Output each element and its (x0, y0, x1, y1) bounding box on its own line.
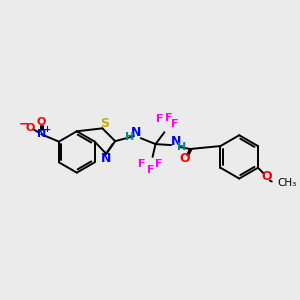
Text: O: O (26, 123, 35, 133)
Text: S: S (100, 117, 109, 130)
Text: N: N (171, 135, 181, 148)
Text: H: H (125, 132, 135, 142)
Text: CH₃: CH₃ (278, 178, 297, 188)
Text: H: H (178, 142, 187, 152)
Text: N: N (101, 152, 112, 165)
Text: O: O (37, 117, 46, 128)
Text: F: F (138, 159, 146, 169)
Text: F: F (172, 119, 179, 129)
Text: N: N (131, 126, 141, 139)
Text: +: + (43, 125, 50, 134)
Text: F: F (155, 159, 162, 169)
Text: N: N (37, 129, 46, 139)
Text: F: F (156, 115, 163, 124)
Text: F: F (165, 112, 172, 122)
Text: O: O (180, 152, 190, 165)
Text: O: O (262, 170, 272, 183)
Text: F: F (147, 165, 154, 175)
Text: −: − (18, 118, 29, 131)
